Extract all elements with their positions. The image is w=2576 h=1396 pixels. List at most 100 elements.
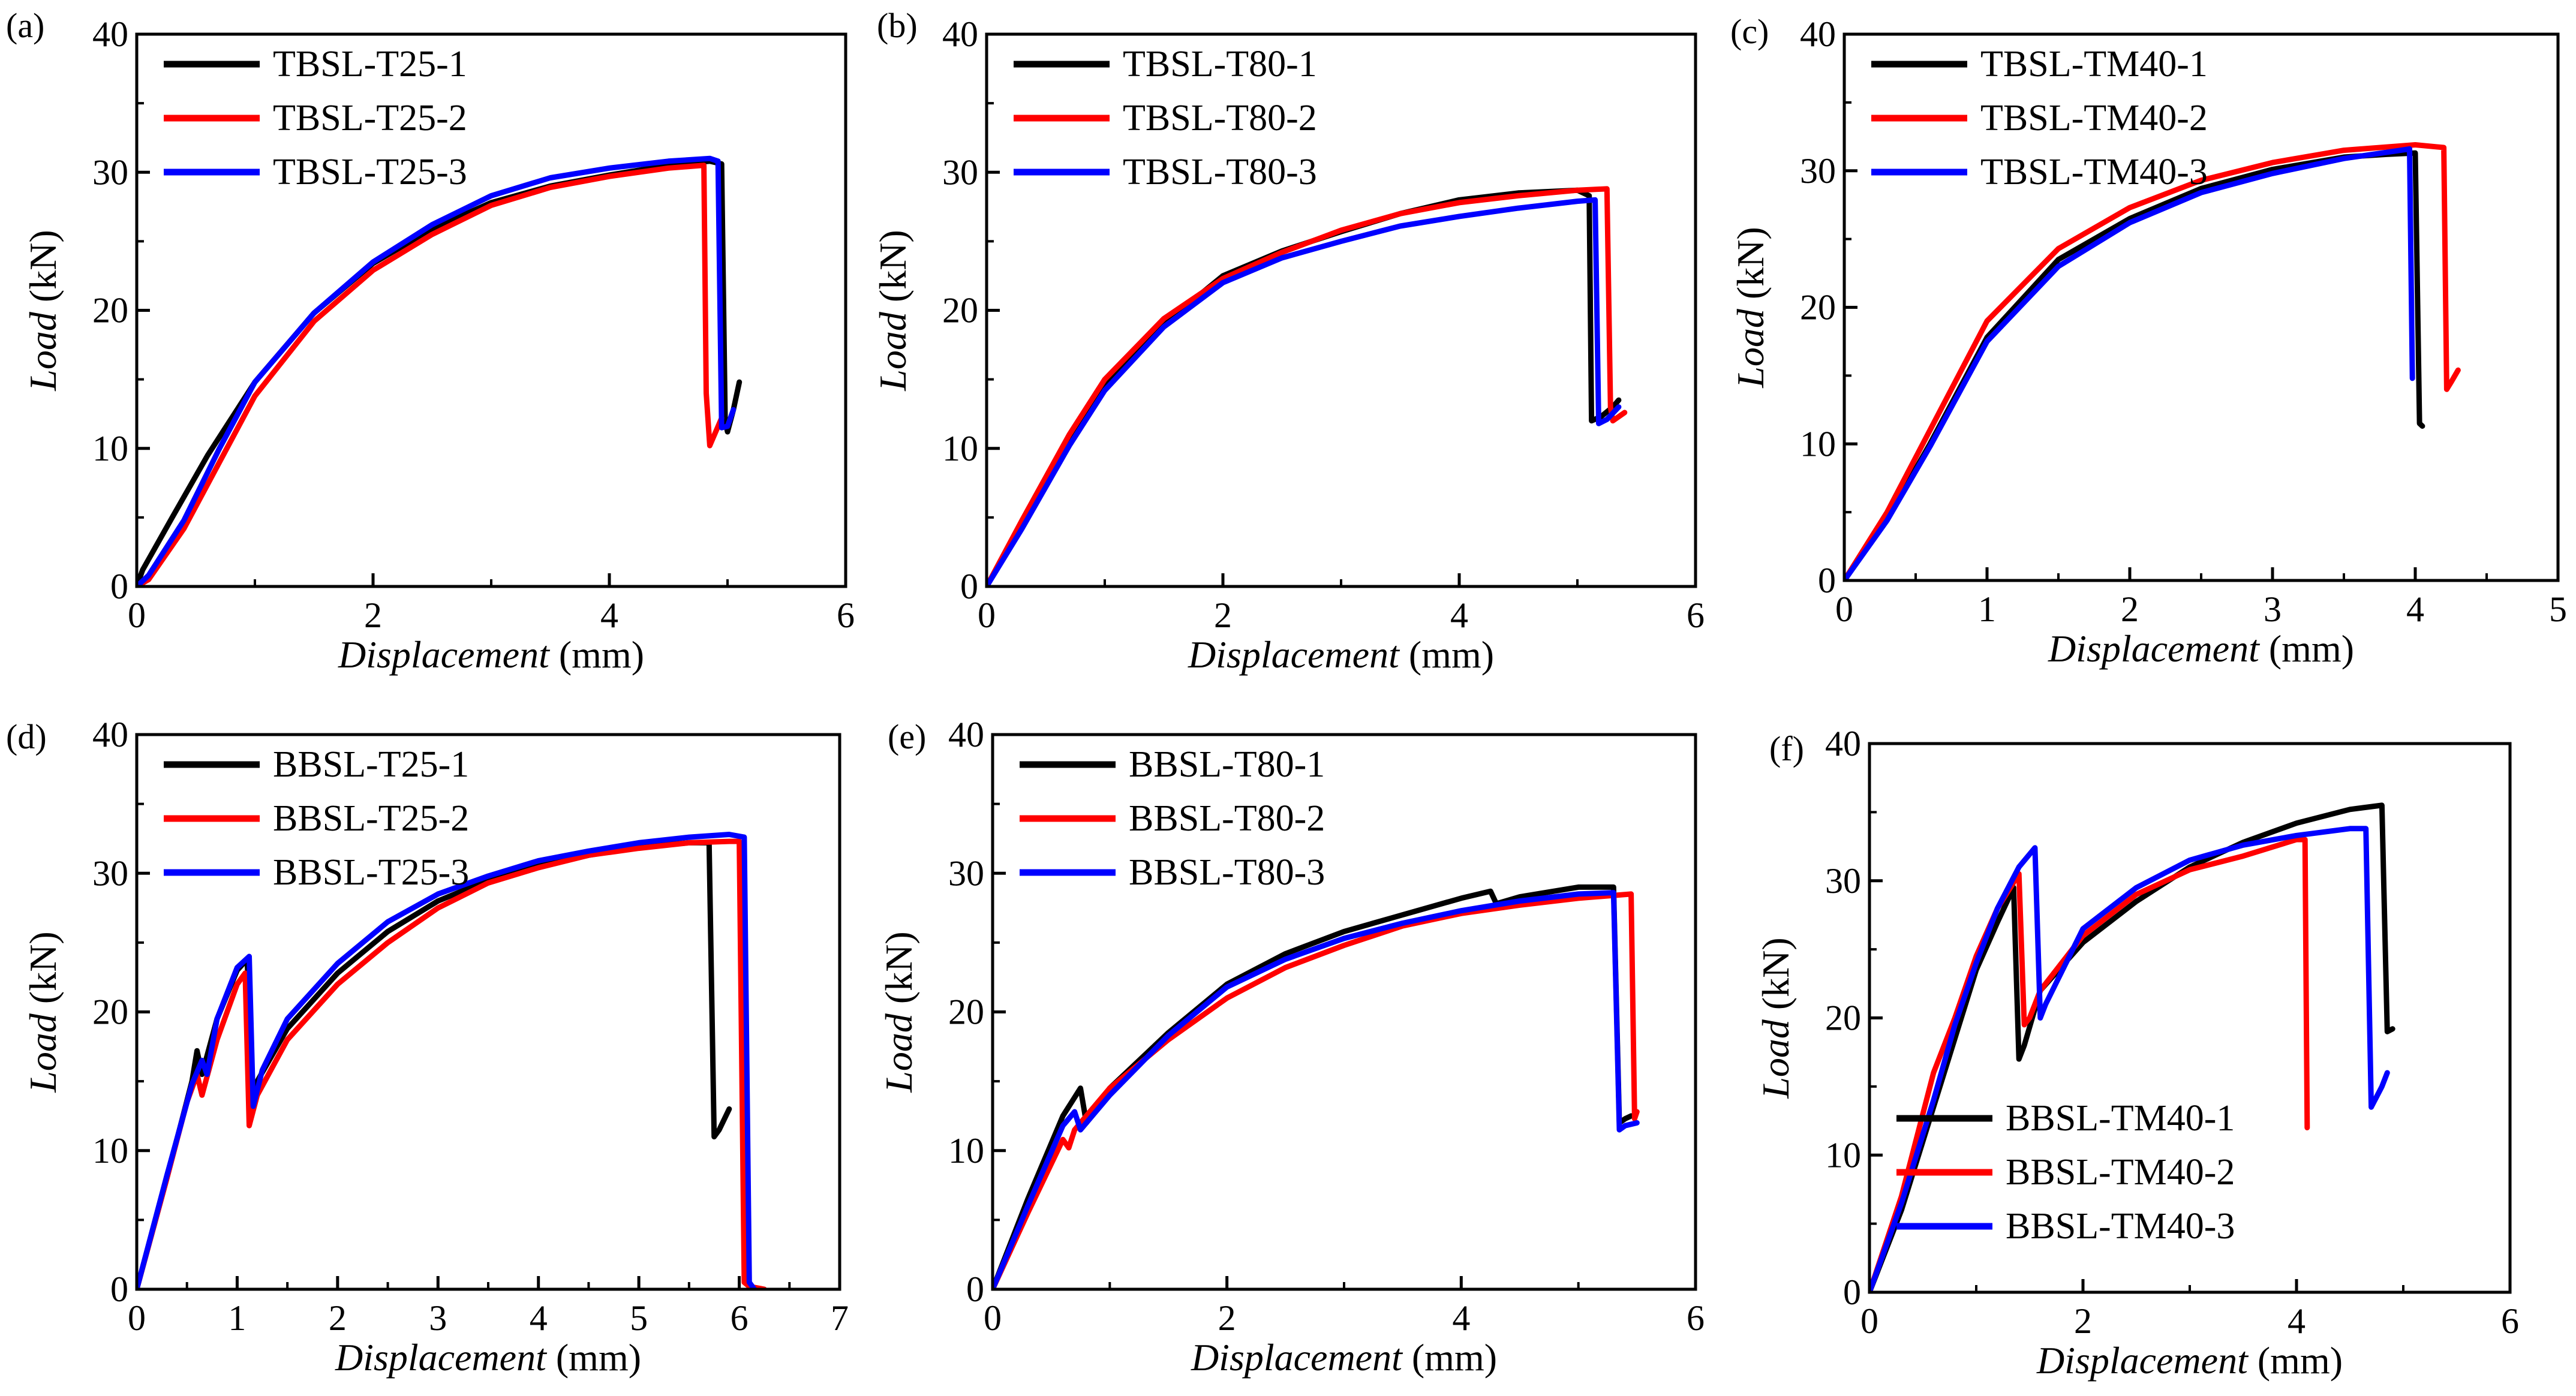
legend-label-3: TBSL-T80-3 (1123, 152, 1317, 192)
y-tick-label: 0 (966, 1269, 984, 1309)
y-axis-title-unit: (kN) (1754, 937, 1797, 1019)
panel-c: 0 1 2 3 4 5 0 10 20 30 40 Displacement (mm) Load (kN… (1729, 12, 2567, 670)
y-axis-title-name: Load (22, 1013, 64, 1093)
y-tick-label: 0 (960, 567, 978, 606)
y-tick-label: 10 (942, 429, 978, 468)
panel-d: 0 1 2 3 4 5 6 7 0 10 20 30 40 Displacement (mm) Load (… (6, 715, 849, 1379)
y-tick-label: 20 (92, 992, 128, 1032)
y-tick-label: 0 (110, 567, 128, 606)
x-axis-title-name: Displacement (1191, 1336, 1403, 1379)
x-tick-label: 2 (2121, 589, 2139, 629)
series-line-2 (987, 186, 1628, 586)
y-tick-label: 20 (1825, 998, 1861, 1038)
x-tick-label: 3 (2264, 589, 2282, 629)
y-axis-title-unit: (kN) (877, 931, 920, 1013)
x-tick-label: 4 (1452, 1298, 1470, 1338)
y-tick-label: 40 (92, 14, 128, 54)
x-tick-label: 4 (1450, 595, 1468, 635)
y-axis-title-name: Load (1729, 308, 1772, 389)
series-line-3 (993, 890, 1640, 1289)
x-tick-label: 3 (429, 1298, 447, 1338)
panel-label: (b) (877, 6, 918, 45)
x-tick-label: 2 (2074, 1301, 2092, 1341)
y-axis-title-name: Load (1754, 1019, 1797, 1099)
series-line-2 (1844, 142, 2461, 580)
y-tick-label: 20 (1800, 288, 1836, 327)
x-tick-label: 4 (2406, 589, 2424, 629)
x-tick-label: 6 (1687, 1298, 1705, 1338)
x-axis-title-unit: (mm) (1402, 1336, 1497, 1379)
y-axis-title-unit: (kN) (871, 230, 914, 312)
y-tick-label: 40 (942, 14, 978, 54)
panel-label: (e) (888, 717, 926, 756)
y-axis-title-unit: (kN) (22, 931, 64, 1013)
y-tick-label: 10 (1825, 1135, 1861, 1175)
y-tick-label: 20 (942, 291, 978, 330)
series-line-2 (1869, 837, 2310, 1292)
y-tick-label: 10 (92, 429, 128, 468)
x-axis-title-name: Displacement (335, 1336, 548, 1379)
x-axis-title-name: Displacement (338, 633, 551, 676)
legend-label-2: BBSL-TM40-2 (2006, 1152, 2235, 1193)
legend-label-3: TBSL-T25-3 (273, 152, 467, 192)
y-tick-label: 40 (1800, 14, 1836, 54)
legend-label-3: TBSL-TM40-3 (1980, 152, 2208, 192)
y-tick-label: 30 (1800, 151, 1836, 191)
x-tick-label: 2 (364, 595, 382, 635)
y-tick-label: 30 (92, 853, 128, 893)
legend-label-1: TBSL-T25-1 (273, 44, 467, 85)
y-tick-label: 40 (92, 715, 128, 754)
y-axis-title: Load (kN) (22, 931, 64, 1093)
legend-label-3: BBSL-T80-3 (1129, 852, 1325, 893)
series-line-2 (993, 891, 1640, 1289)
y-axis-title-name: Load (22, 311, 64, 392)
x-axis-title-unit: (mm) (2259, 627, 2354, 670)
series-line-3 (1869, 826, 2390, 1292)
y-tick-label: 40 (948, 715, 984, 754)
x-axis-title-unit: (mm) (546, 1336, 641, 1379)
y-tick-label: 0 (110, 1269, 128, 1309)
x-tick-label: 6 (731, 1298, 749, 1338)
x-tick-label: 2 (1214, 595, 1232, 635)
x-tick-label: 0 (978, 595, 996, 635)
y-tick-label: 20 (92, 291, 128, 330)
legend-label-1: TBSL-T80-1 (1123, 44, 1317, 85)
x-tick-label: 5 (2549, 589, 2567, 629)
x-axis-title: Displacement (mm) (338, 633, 644, 676)
x-axis-title: Displacement (mm) (2036, 1339, 2343, 1382)
y-tick-label: 20 (948, 992, 984, 1032)
x-axis-title-unit: (mm) (1399, 633, 1494, 676)
legend-label-2: TBSL-TM40-2 (1980, 98, 2208, 139)
y-axis-title: Load (kN) (22, 230, 64, 391)
legend-label-2: TBSL-T80-2 (1123, 98, 1317, 139)
legend-label-1: BBSL-T25-1 (273, 744, 469, 785)
x-tick-label: 0 (128, 595, 146, 635)
series-line-1 (993, 884, 1634, 1289)
x-tick-label: 6 (1687, 595, 1705, 635)
series-line-1 (137, 158, 743, 586)
y-axis-title: Load (kN) (1729, 227, 1772, 388)
legend-label-3: BBSL-T25-3 (273, 852, 469, 893)
y-tick-label: 40 (1825, 724, 1861, 763)
y-tick-label: 30 (92, 152, 128, 192)
y-tick-label: 30 (948, 853, 984, 893)
legend-label-1: BBSL-TM40-1 (2006, 1098, 2235, 1139)
x-axis-title: Displacement (mm) (335, 1336, 641, 1379)
x-tick-label: 2 (1218, 1298, 1236, 1338)
x-tick-label: 4 (600, 595, 618, 635)
series-line-3 (1844, 146, 2415, 580)
panel-label: (d) (6, 717, 47, 756)
legend-label-2: BBSL-T80-2 (1129, 798, 1325, 839)
x-axis-title-name: Displacement (2036, 1339, 2249, 1382)
x-tick-label: 0 (1860, 1301, 1878, 1341)
y-axis-title: Load (kN) (871, 230, 914, 391)
legend-label-2: TBSL-T25-2 (273, 98, 467, 139)
y-tick-label: 10 (1800, 424, 1836, 464)
x-tick-label: 2 (329, 1298, 347, 1338)
series-line-2 (137, 163, 725, 586)
legend-label-3: BBSL-TM40-3 (2006, 1206, 2235, 1247)
panel-label: (f) (1769, 729, 1804, 768)
y-tick-label: 10 (948, 1131, 984, 1171)
